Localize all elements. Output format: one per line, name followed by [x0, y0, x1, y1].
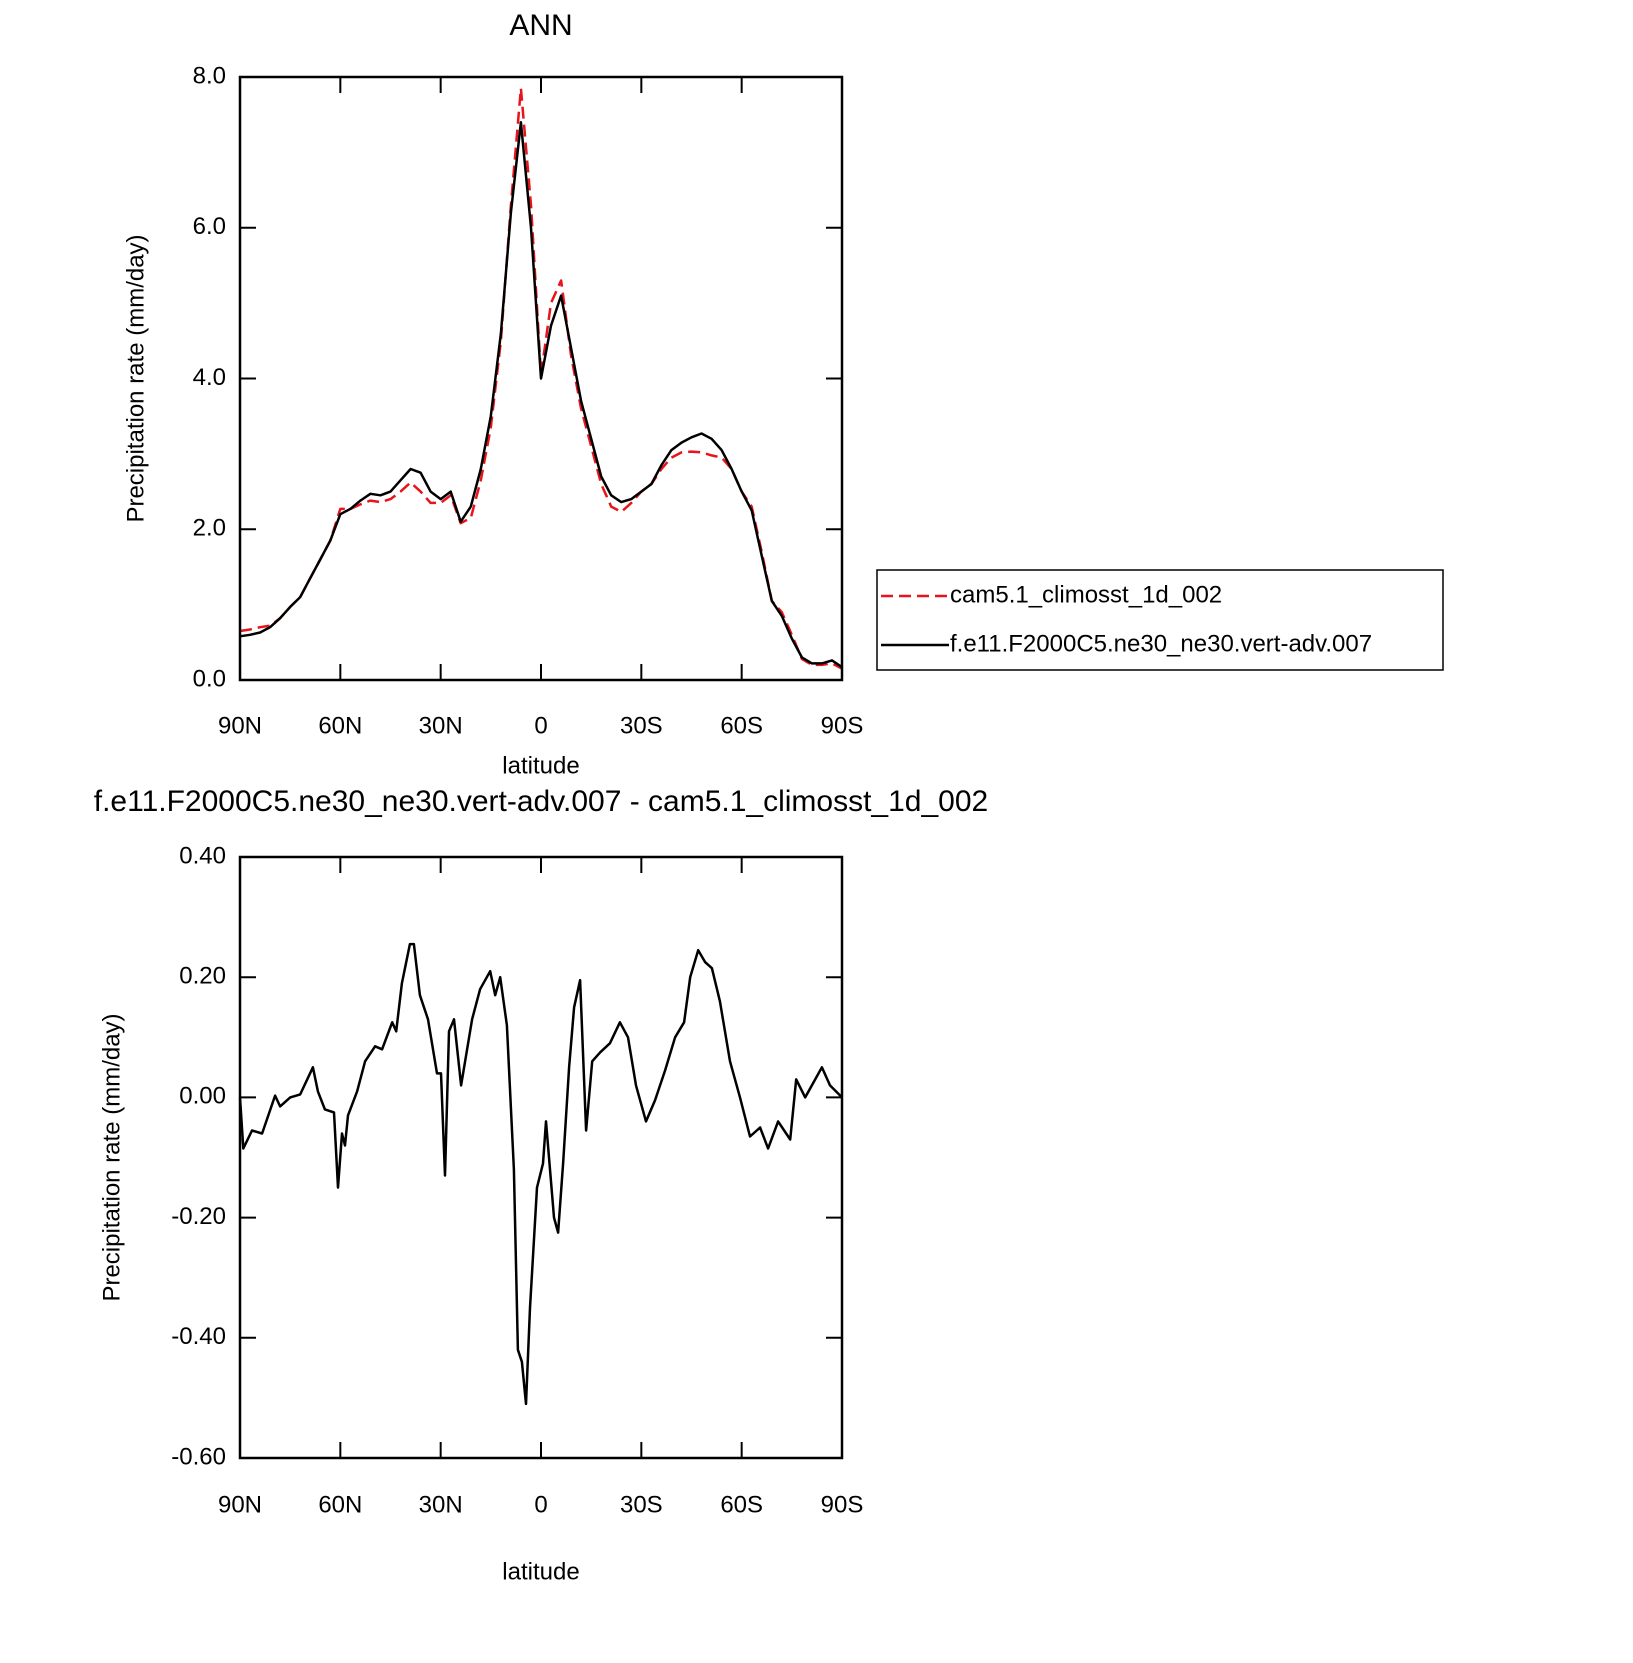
legend-label: cam5.1_climosst_1d_002 — [950, 581, 1222, 608]
legend-label: f.e11.F2000C5.ne30_ne30.vert-adv.007 — [950, 630, 1372, 657]
x-tick-label: 90S — [821, 712, 864, 739]
chart-title: f.e11.F2000C5.ne30_ne30.vert-adv.007 - c… — [94, 785, 988, 818]
data-line — [239, 120, 843, 669]
y-tick-label: 6.0 — [193, 213, 226, 240]
x-tick-label: 60N — [318, 712, 362, 739]
plot-frame — [238, 855, 844, 1460]
x-tick-label: 90S — [821, 1491, 864, 1518]
x-tick-label: 60S — [720, 712, 763, 739]
x-tick-label: 60N — [318, 1491, 362, 1518]
legend-box — [876, 569, 1444, 671]
y-tick-label: -0.60 — [171, 1443, 226, 1470]
x-tick-label: 30S — [620, 1491, 663, 1518]
x-tick-label: 0 — [534, 712, 547, 739]
y-tick-label: 2.0 — [193, 515, 226, 542]
x-tick-label: 30N — [419, 712, 463, 739]
y-tick-label: 4.0 — [193, 364, 226, 391]
y-tick-label: -0.40 — [171, 1323, 226, 1350]
y-tick-label: -0.20 — [171, 1203, 226, 1230]
x-tick-label: 30S — [620, 712, 663, 739]
y-axis-label: Precipitation rate (mm/day) — [98, 1013, 125, 1301]
x-tick-label: 0 — [534, 1491, 547, 1518]
x-tick-label: 90N — [218, 1491, 262, 1518]
chart-title: ANN — [509, 9, 572, 42]
x-tick-label: 30N — [419, 1491, 463, 1518]
plot-frame — [238, 75, 844, 682]
x-axis-label: latitude — [502, 1558, 579, 1585]
y-axis-label: Precipitation rate (mm/day) — [122, 234, 149, 522]
data-line — [238, 942, 843, 1406]
y-tick-label: 0.20 — [179, 963, 226, 990]
x-tick-label: 90N — [218, 712, 262, 739]
y-tick-label: 0.0 — [193, 665, 226, 692]
y-tick-label: 0.00 — [179, 1083, 226, 1110]
x-tick-label: 60S — [720, 1491, 763, 1518]
x-axis-label: latitude — [502, 752, 579, 779]
y-tick-label: 8.0 — [193, 62, 226, 89]
y-tick-label: 0.40 — [179, 842, 226, 869]
